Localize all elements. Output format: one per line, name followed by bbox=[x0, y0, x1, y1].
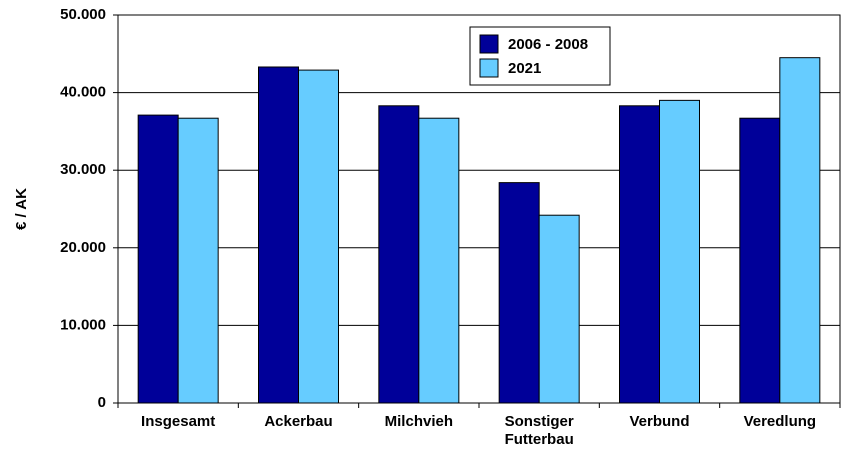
bar bbox=[739, 117, 781, 404]
y-tick-label: 20.000 bbox=[60, 239, 106, 256]
bar bbox=[378, 105, 420, 404]
x-tick-label: Insgesamt bbox=[141, 413, 216, 430]
bar bbox=[177, 117, 219, 404]
legend-label: 2006 - 2008 bbox=[508, 36, 588, 53]
bar bbox=[538, 214, 580, 404]
y-axis-label: € / AK bbox=[13, 188, 30, 230]
x-tick-label: Verbund bbox=[629, 413, 690, 430]
bar bbox=[498, 182, 540, 404]
bar bbox=[298, 69, 339, 404]
legend-swatch bbox=[479, 58, 499, 78]
y-tick-label: 0 bbox=[98, 394, 106, 411]
bar bbox=[258, 66, 299, 404]
legend-label: 2021 bbox=[508, 60, 541, 77]
x-tick-label: Veredlung bbox=[743, 413, 817, 430]
bar bbox=[418, 117, 460, 404]
y-tick-label: 10.000 bbox=[60, 316, 106, 333]
x-tick-label: Ackerbau bbox=[264, 413, 333, 430]
bar bbox=[619, 105, 660, 404]
bar bbox=[779, 57, 821, 404]
x-tick-label: Milchvieh bbox=[384, 413, 453, 430]
y-tick-label: 50.000 bbox=[60, 6, 106, 23]
bar bbox=[659, 99, 700, 404]
x-tick-label: Sonstiger Futterbau bbox=[504, 413, 574, 448]
bar bbox=[137, 114, 179, 404]
y-tick-label: 40.000 bbox=[60, 84, 106, 101]
y-tick-label: 30.000 bbox=[60, 161, 106, 178]
legend-swatch bbox=[479, 34, 499, 54]
